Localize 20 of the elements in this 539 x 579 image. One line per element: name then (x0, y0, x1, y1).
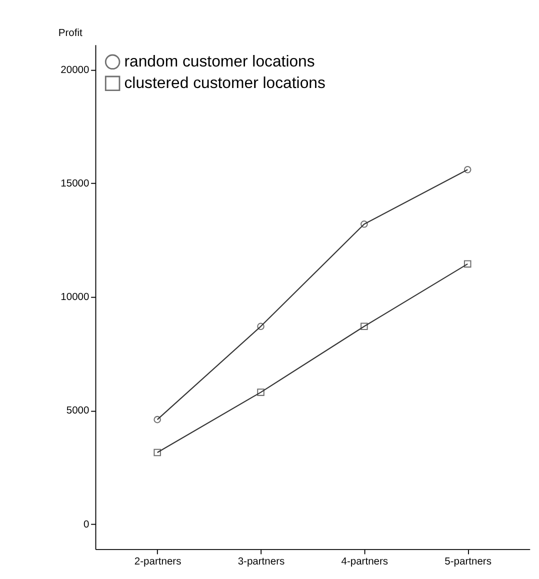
legend-label: random customer locations (124, 54, 315, 71)
x-tick-label: 2-partners (134, 556, 182, 568)
point (257, 322, 264, 330)
y-tick-label: 15000 (60, 178, 90, 190)
x-tick-label: 3-partners (238, 556, 285, 568)
y-axis-title: Profit (58, 28, 82, 39)
point (360, 220, 368, 228)
x-tick-label: 5-partners (444, 556, 492, 568)
x-tick-label: 4-partners (341, 556, 388, 568)
legend-label: clustered customer locations (124, 75, 326, 92)
y-tick-label: 5000 (66, 406, 90, 417)
point (464, 260, 472, 268)
point (257, 388, 264, 396)
y-tick-label: 10000 (60, 292, 90, 304)
point (154, 416, 161, 424)
point (154, 448, 161, 456)
y-tick-label: 20000 (60, 64, 90, 76)
y-tick-label: 0 (83, 519, 90, 530)
point (360, 322, 368, 330)
point (464, 166, 472, 174)
